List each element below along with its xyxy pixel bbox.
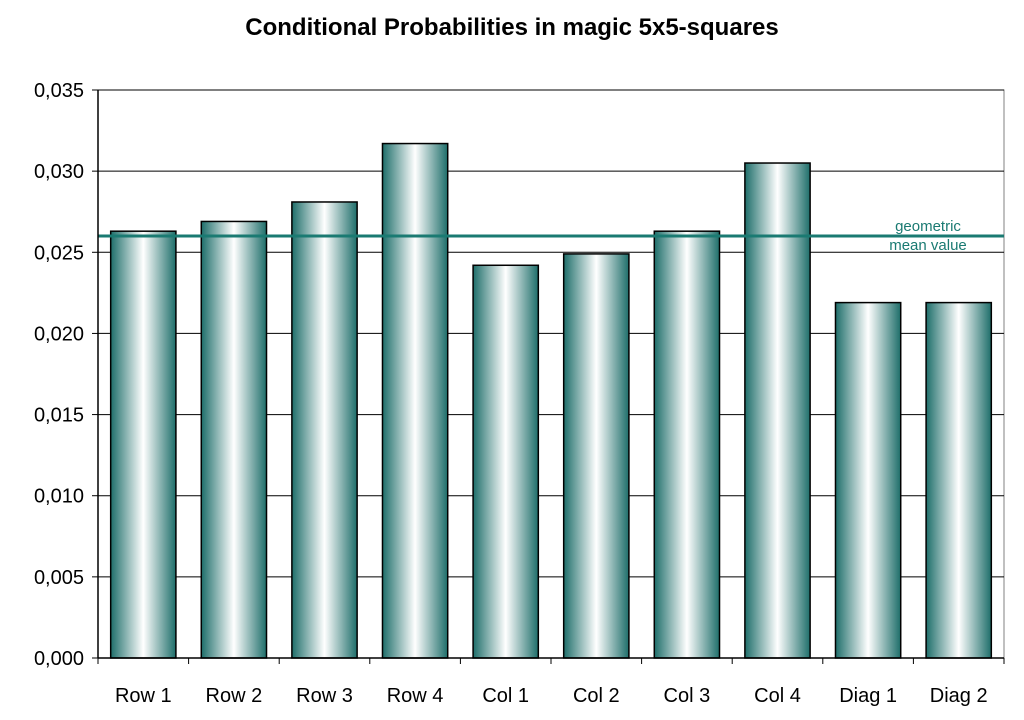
x-category-label: Row 3 [296,685,353,707]
bar-col-4 [744,162,811,659]
reference-line-label: geometric [895,218,961,235]
x-category-label: Col 3 [664,685,711,707]
y-tick-label: 0,010 [34,486,84,508]
y-tick-label: 0,000 [34,648,84,670]
bar-row-1 [109,230,177,659]
y-tick-label: 0,020 [34,323,84,345]
bar-row-3 [291,201,358,659]
bar-col-1 [472,264,540,659]
y-tick-label: 0,025 [34,242,84,264]
x-category-label: Row 2 [206,685,263,707]
x-category-label: Row 1 [115,685,172,707]
bar-row-2 [200,220,268,659]
x-category-label: Col 1 [482,685,529,707]
bar-col-3 [653,230,721,659]
bar-diag-2 [925,301,993,659]
bar-col-2 [562,253,630,659]
x-category-label: Col 4 [754,685,801,707]
bar-row-4 [381,142,449,659]
y-tick-label: 0,005 [34,567,84,589]
chart-title: Conditional Probabilities in magic 5x5-s… [245,14,779,41]
x-category-label: Col 2 [573,685,620,707]
reference-line-label: mean value [889,237,967,254]
x-category-label: Diag 2 [930,685,988,707]
y-tick-label: 0,035 [34,80,84,102]
x-category-label: Diag 1 [839,685,897,707]
y-tick-label: 0,015 [34,405,84,427]
y-tick-label: 0,030 [34,161,84,183]
bar-diag-1 [834,301,902,659]
x-category-label: Row 4 [387,685,444,707]
